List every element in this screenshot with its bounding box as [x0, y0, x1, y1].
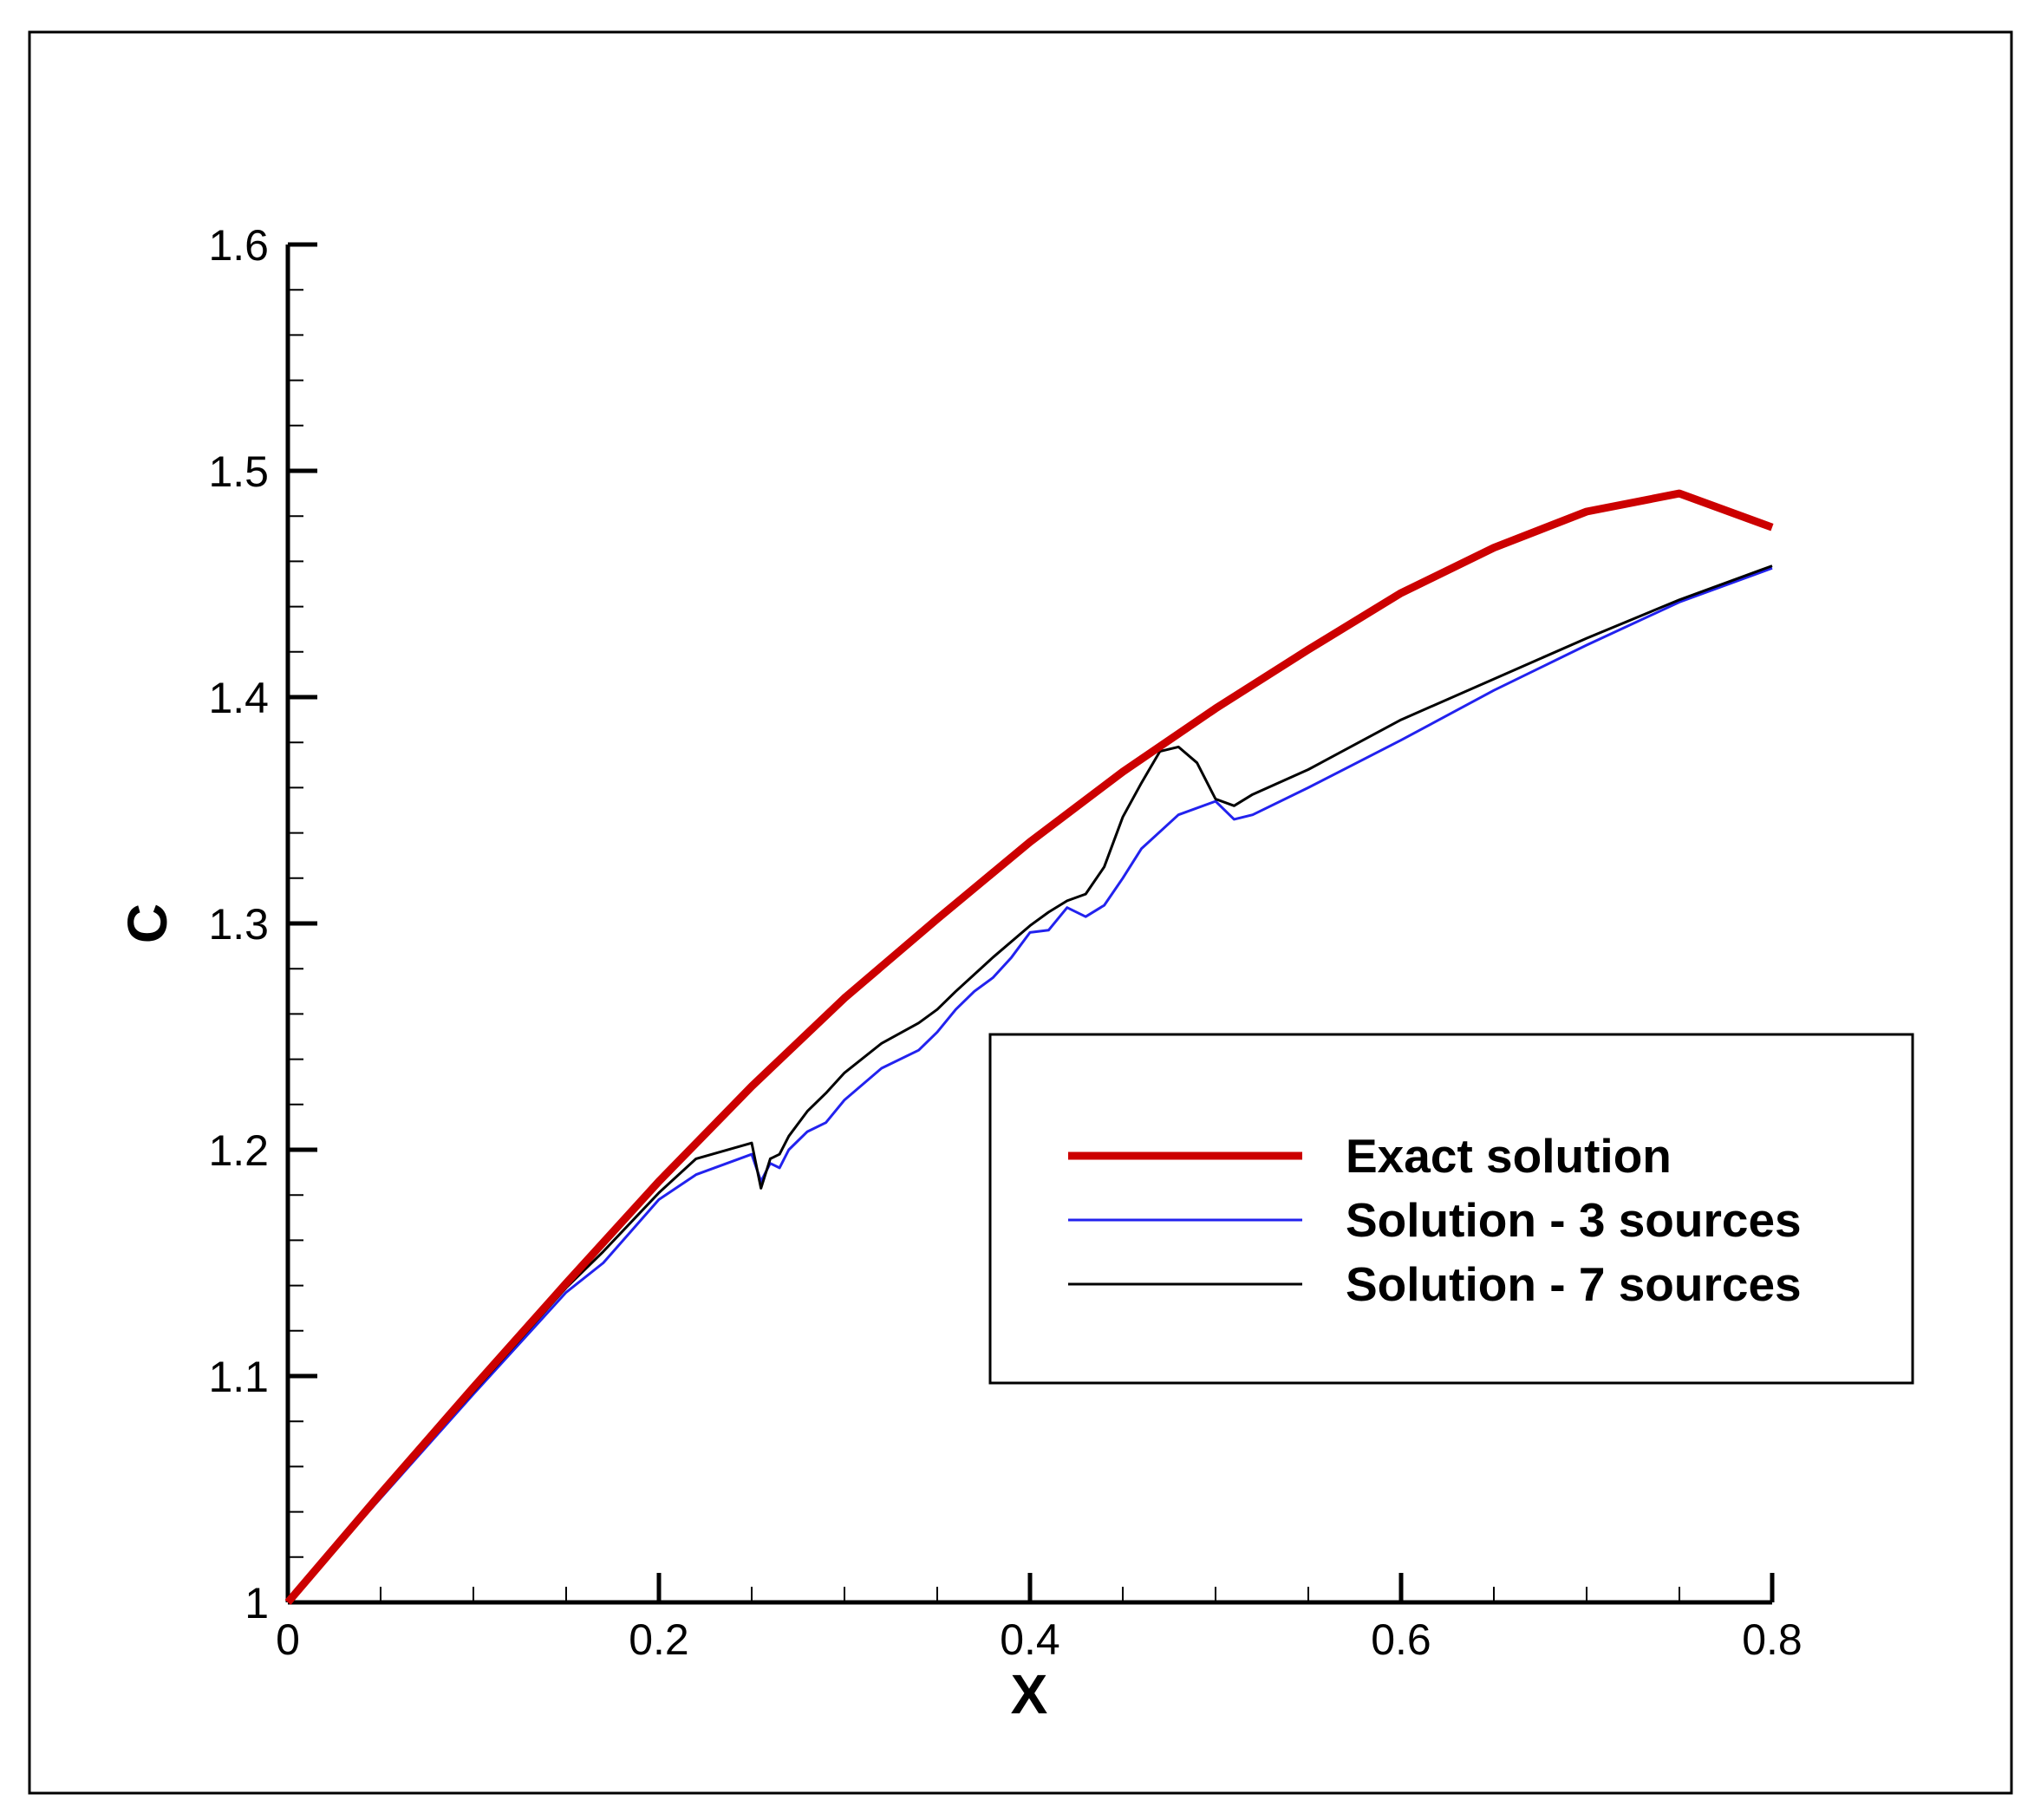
legend-label-2: Solution - 3 sources — [1346, 1193, 1802, 1247]
series-line-3 — [286, 564, 1773, 1603]
y-axis-title: C — [116, 903, 179, 943]
y-tick-label: 1.2 — [208, 1126, 269, 1175]
legend-box — [988, 1033, 1914, 1385]
x-tick-label: 0.2 — [629, 1615, 689, 1664]
y-tick-label: 1.5 — [208, 447, 269, 496]
y-tick-label: 1.6 — [208, 221, 269, 270]
series-line-2 — [286, 566, 1773, 1603]
x-tick-label: 0.6 — [1371, 1615, 1431, 1664]
x-tick-label: 0 — [276, 1615, 300, 1664]
y-tick-label: 1.4 — [208, 674, 269, 722]
legend-label-1: Exact solution — [1346, 1129, 1672, 1183]
y-tick-label: 1 — [244, 1579, 269, 1628]
x-axis-title: X — [1011, 1663, 1048, 1725]
legend-label-3: Solution - 7 sources — [1346, 1257, 1802, 1311]
x-tick-label: 0.8 — [1742, 1615, 1803, 1664]
outer-frame — [28, 30, 2013, 1795]
y-tick-label: 1.1 — [208, 1353, 269, 1401]
series-line-1 — [284, 489, 1774, 1605]
y-tick-label: 1.3 — [208, 900, 269, 949]
x-tick-label: 0.4 — [1000, 1615, 1060, 1664]
